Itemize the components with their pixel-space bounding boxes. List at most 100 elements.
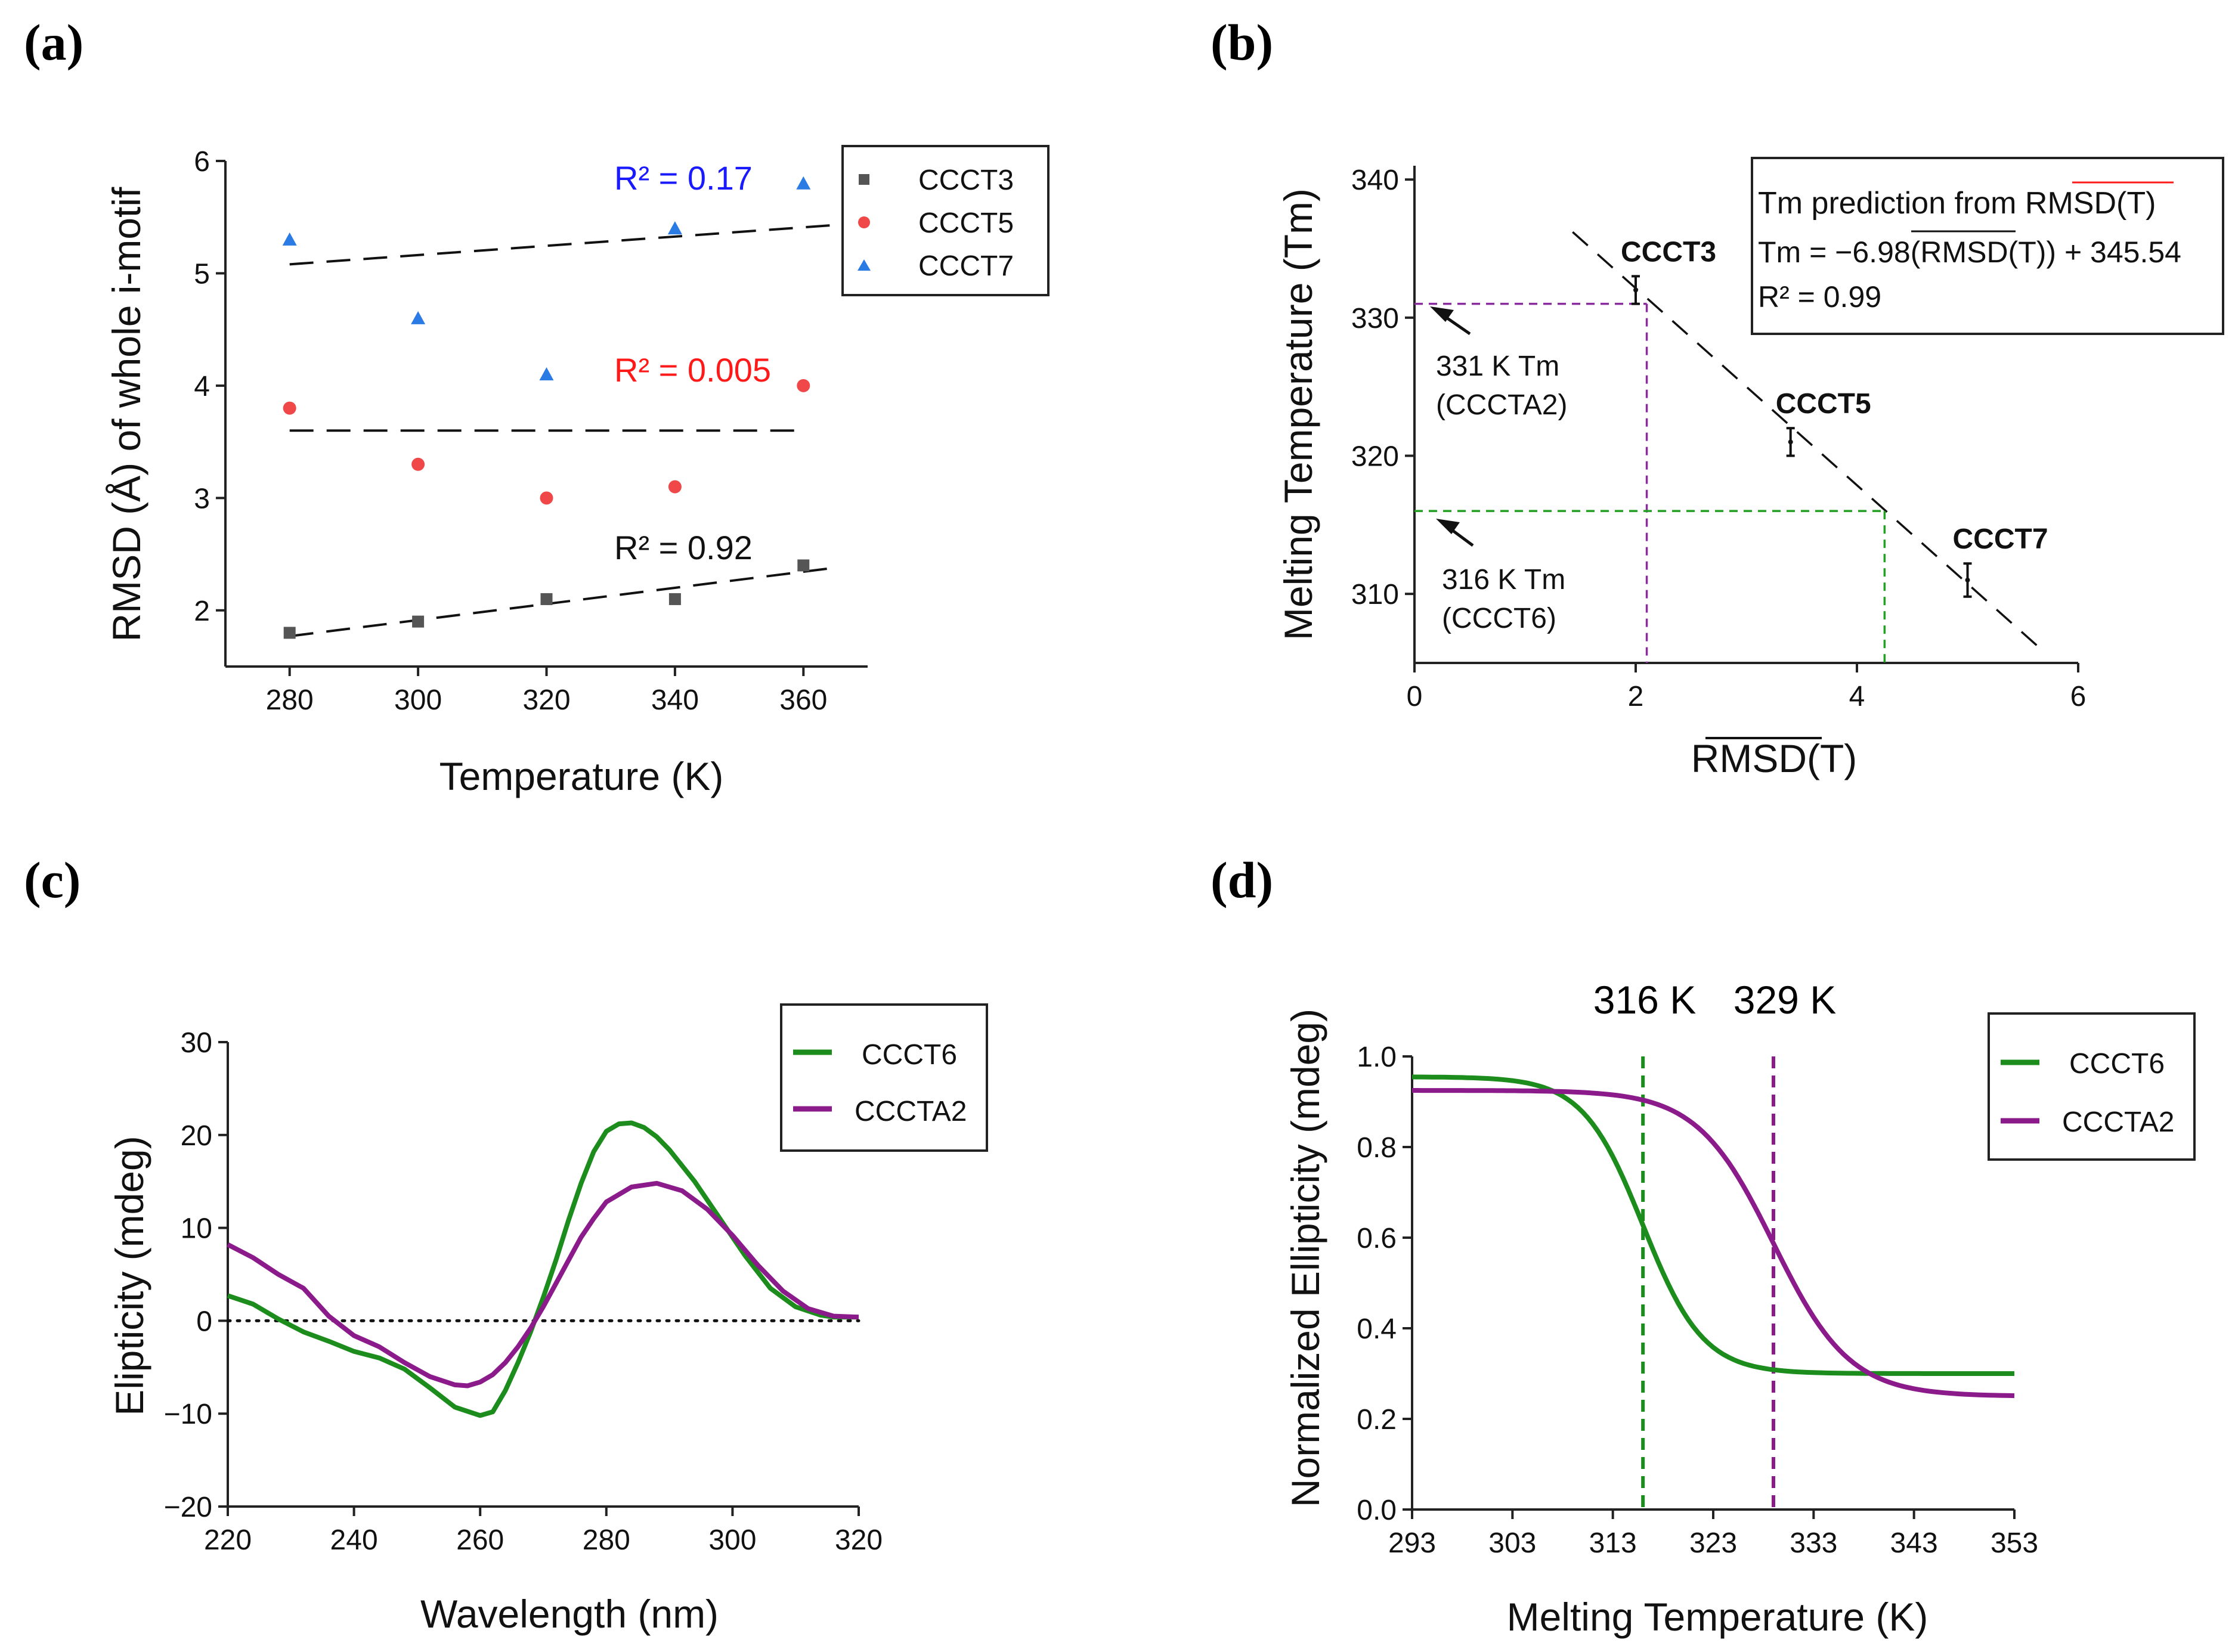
y-tick-label: 1.0 [1357, 1042, 1397, 1073]
data-points-b: CCCT3 CCCT5 CCCT7 [1621, 236, 2048, 598]
info-box-equation: Tm = −6.98(RMSD(T)) + 345.54 [1758, 235, 2181, 269]
trendlines-a [289, 224, 836, 638]
point-ccct5 [668, 480, 682, 494]
series-lines-c [226, 1120, 860, 1418]
point-ccct5 [1788, 439, 1793, 445]
fit-and-guides-b [1414, 231, 2041, 663]
info-box-b: Tm prediction from RMSD(T) Tm = −6.98(RM… [1751, 157, 2224, 335]
series-line-cccta2 [227, 1180, 859, 1388]
x-tick-label: 340 [651, 684, 699, 716]
point-ccct7 [411, 311, 426, 324]
y-tick-label: 10 [181, 1213, 212, 1245]
point-ccct3 [668, 593, 681, 605]
guide-label-316-line1: 316 K Tm [1442, 564, 1565, 596]
y-tick-label: 5 [194, 258, 210, 290]
y-tick-label: 310 [1351, 579, 1399, 610]
x-tick-label: 220 [204, 1524, 252, 1556]
legend-marker-ccct5 [858, 216, 870, 228]
y-tick-label: 0.0 [1357, 1495, 1397, 1526]
series-lines-d [1411, 1056, 2015, 1510]
y-tick-label: 0.8 [1357, 1132, 1397, 1164]
y-tick-label: 2 [194, 596, 210, 627]
panel-label-d: (d) [1211, 851, 1273, 909]
legend-marker-ccct7 [858, 259, 871, 271]
y-axis-title-b: Melting Temperature (Tm) [1276, 188, 1320, 640]
arrow-icon-331 [1430, 306, 1471, 336]
panel-label-b: (b) [1211, 14, 1273, 71]
point-ccct3 [540, 593, 553, 605]
legend-label-cccta2-d: CCCTA2 [2062, 1107, 2174, 1138]
arrow-icon-316 [1436, 519, 1474, 547]
x-axis-title-d: Melting Temperature (K) [1507, 1595, 1928, 1639]
point-ccct3 [283, 627, 296, 639]
y-tick-label: −20 [164, 1492, 212, 1523]
info-box-title: Tm prediction from RMSD(T) [1758, 186, 2156, 221]
chart-panel-c: 220 240 260 280 300 320 −20 −10 0 10 20 30 Waveleng… [107, 1003, 988, 1636]
y-tick-label: 320 [1351, 441, 1399, 473]
x-tick-label: 260 [456, 1524, 504, 1556]
legend-d: CCCT6 CCCTA2 [1988, 1012, 2196, 1161]
x-tick-label: 320 [835, 1524, 883, 1556]
point-ccct7 [796, 176, 811, 190]
y-axis-title-a: RMSD (Å) of whole i-motif [104, 187, 148, 641]
y-tick-label: 330 [1351, 303, 1399, 334]
y-tick-label: −10 [164, 1399, 212, 1430]
x-tick-label: 280 [266, 684, 314, 716]
point-ccct5 [411, 457, 425, 471]
vline-label-329: 329 K [1733, 978, 1836, 1022]
point-label-ccct7: CCCT7 [1953, 523, 2048, 555]
r2-label-ccct3: R² = 0.92 [614, 529, 753, 566]
panel-label-a: (a) [24, 14, 83, 71]
y-tick-label: 4 [194, 371, 210, 402]
info-box-r2: R² = 0.99 [1758, 280, 1881, 314]
point-ccct7 [282, 232, 297, 246]
axes-a: 280 300 320 340 360 2 3 4 5 6 [194, 146, 868, 716]
point-ccct3 [412, 615, 425, 628]
legend-label-cccta2-c: CCCTA2 [855, 1096, 967, 1127]
y-tick-label: 340 [1351, 165, 1399, 196]
x-tick-label: 343 [1890, 1527, 1938, 1559]
chart-panel-d: 293 303 313 323 333 343 3530.00.20.40.60.81.0 … [1283, 978, 2196, 1639]
point-ccct7 [667, 221, 682, 235]
x-tick-label: 303 [1488, 1527, 1536, 1559]
y-tick-label: 0.4 [1357, 1313, 1397, 1345]
x-tick-label: 280 [583, 1524, 630, 1556]
legend-label-ccct3: CCCT3 [918, 165, 1014, 196]
r2-label-ccct5: R² = 0.005 [614, 351, 771, 389]
chart-panel-b: 0 2 4 6 310 320 330 340 CCCT3 CCCT5 CCCT7 RMSD(T)… [1276, 157, 2224, 780]
x-tick-label: 300 [394, 684, 442, 716]
y-axis-title-d: Normalized Ellipticity (mdeg) [1283, 1009, 1327, 1507]
point-label-ccct5: CCCT5 [1776, 388, 1871, 420]
y-tick-label: 3 [194, 483, 210, 514]
point-ccct7 [539, 367, 554, 381]
y-tick-label: 20 [181, 1120, 212, 1152]
legend-label-ccct5: CCCT5 [918, 207, 1014, 239]
x-tick-label: 293 [1388, 1527, 1436, 1559]
x-axis-title-b: RMSD(T) [1691, 736, 1858, 780]
axes-c: 220 240 260 280 300 320 −20 −10 0 10 20 30 [164, 1027, 883, 1556]
x-tick-label: 360 [779, 684, 827, 716]
x-tick-label: 313 [1589, 1527, 1637, 1559]
chart-panel-a: 280 300 320 340 360 2 3 4 5 6 Temperature (K) RMS… [104, 145, 1050, 798]
legend-label-ccct6-c: CCCT6 [862, 1039, 957, 1071]
x-axis-title-c: Wavelength (nm) [420, 1592, 719, 1636]
trendline-ccct7 [289, 224, 836, 266]
y-tick-label: 30 [181, 1027, 212, 1059]
x-axis-title-a: Temperature (K) [439, 754, 724, 798]
series-line-cccta2 [1412, 1088, 2015, 1399]
legend-label-ccct7: CCCT7 [918, 250, 1014, 282]
axes-b: 0 2 4 6 310 320 330 340 [1351, 165, 2086, 712]
x-tick-label: 240 [330, 1524, 378, 1556]
x-tick-label: 2 [1628, 681, 1644, 712]
data-points-a [282, 176, 811, 639]
series-line-ccct6 [1411, 1074, 2014, 1376]
x-tick-label: 320 [522, 684, 570, 716]
y-tick-label: 0 [196, 1306, 212, 1337]
y-tick-label: 6 [194, 146, 210, 178]
y-tick-label: 0.6 [1357, 1223, 1397, 1254]
legend-a: CCCT3 CCCT5 CCCT7 [841, 145, 1050, 296]
legend-label-ccct6-d: CCCT6 [2069, 1048, 2165, 1080]
point-ccct3 [1633, 287, 1638, 293]
trendline-ccct3 [289, 566, 836, 638]
